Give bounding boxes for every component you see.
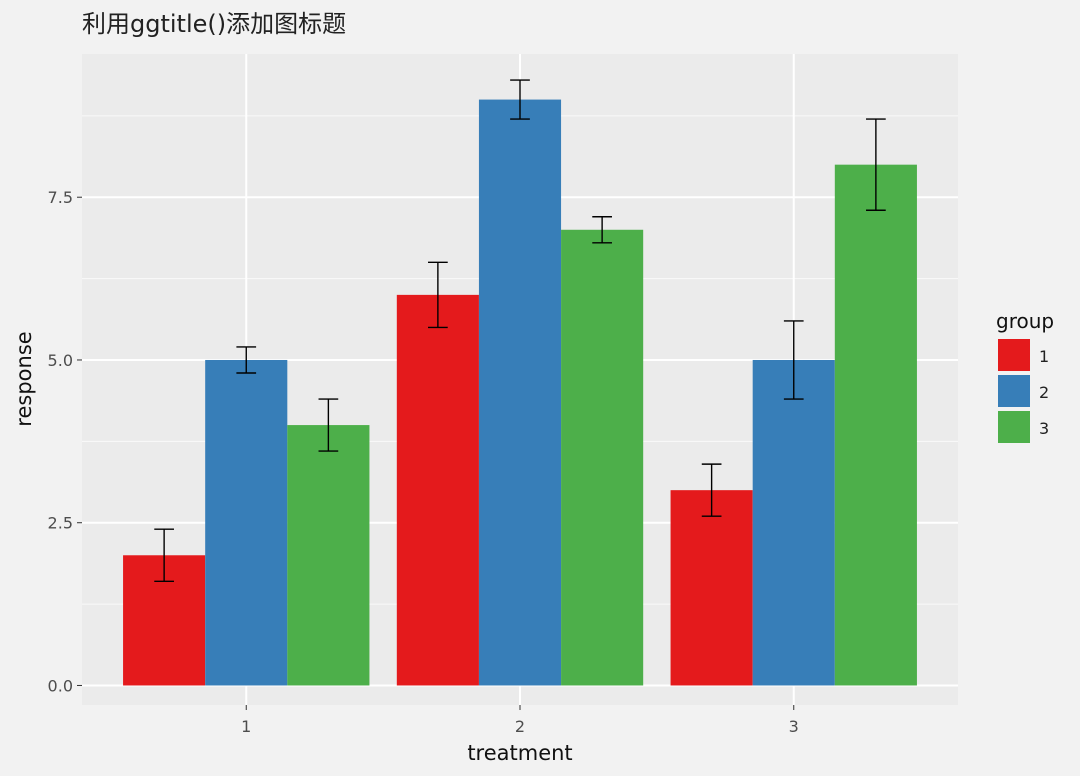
y-axis-label: response xyxy=(12,331,36,426)
legend-label-2: 2 xyxy=(1039,383,1049,402)
legend-swatch-3 xyxy=(998,411,1030,443)
error-bar-1-group-1 xyxy=(154,528,174,583)
legend-swatch-1 xyxy=(998,339,1030,371)
error-bar-2-group-2 xyxy=(510,79,530,120)
bars xyxy=(123,99,917,686)
x-tick-label: 3 xyxy=(789,717,799,736)
bar-3-group-1 xyxy=(670,490,753,686)
y-tick-label: 0.0 xyxy=(48,676,73,695)
legend: group 1 2 3 xyxy=(996,309,1054,445)
bar-1-group-2 xyxy=(205,359,288,686)
x-tick-label: 1 xyxy=(241,717,251,736)
bar-2-group-1 xyxy=(396,294,479,686)
legend-label-3: 3 xyxy=(1039,419,1049,438)
bar-1-group-3 xyxy=(287,425,370,686)
legend-label-1: 1 xyxy=(1039,347,1049,366)
bar-2-group-2 xyxy=(478,99,562,686)
error-bar-1-group-3 xyxy=(318,398,339,452)
bar-2-group-3 xyxy=(561,229,644,686)
chart-title: 利用ggtitle()添加图标题 xyxy=(82,10,346,38)
bar-3-group-2 xyxy=(752,359,835,686)
legend-swatch-2 xyxy=(998,375,1030,407)
error-bar-3-group-3 xyxy=(866,118,886,211)
error-bar-2-group-1 xyxy=(428,261,448,329)
y-tick-label: 7.5 xyxy=(48,188,73,207)
error-bars xyxy=(154,79,886,583)
bar-3-group-3 xyxy=(834,164,917,686)
y-tick-label: 2.5 xyxy=(48,514,73,533)
error-bar-2-group-3 xyxy=(592,216,612,244)
error-bar-3-group-1 xyxy=(701,463,722,517)
legend-title: group xyxy=(996,309,1054,333)
x-tick-label: 2 xyxy=(515,717,525,736)
y-tick-label: 5.0 xyxy=(48,351,73,370)
x-axis-label: treatment xyxy=(467,741,572,765)
legend-items: 1 2 3 xyxy=(996,338,1049,445)
error-bar-1-group-2 xyxy=(236,346,257,374)
axes: 0.0 2.5 5.0 7.5 1 2 3 xyxy=(48,188,799,736)
error-bar-3-group-2 xyxy=(783,320,804,400)
